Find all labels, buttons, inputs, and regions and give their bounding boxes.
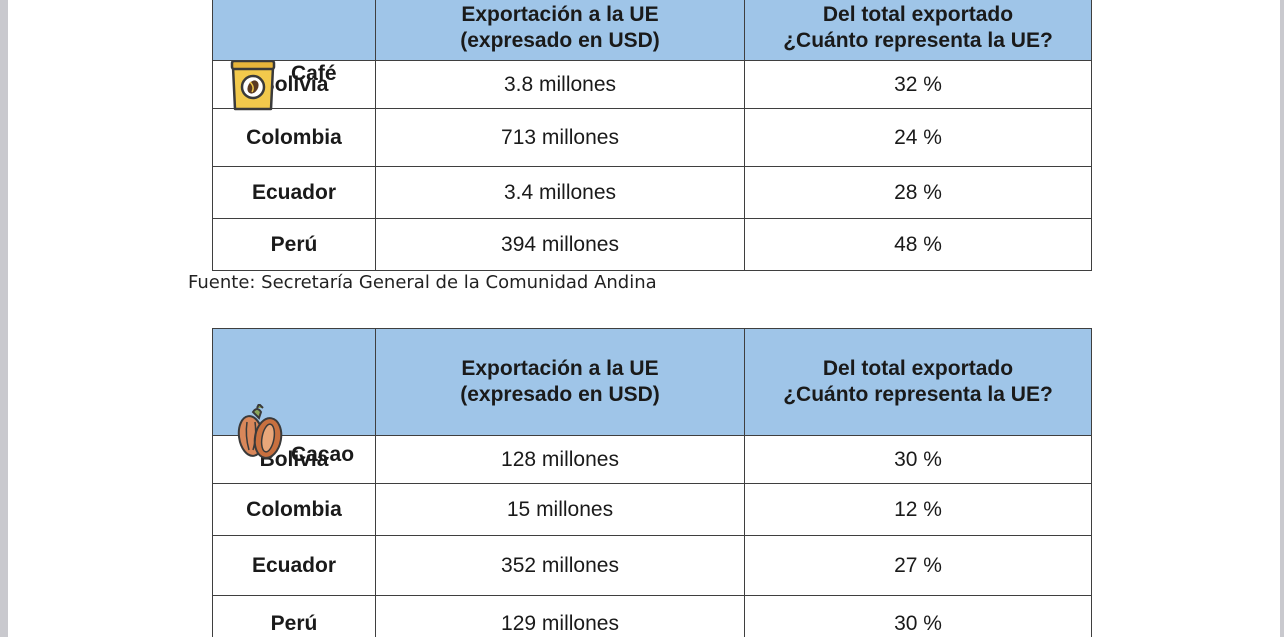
cacao-export-table: Cacao Exportación a la UE (expresado en … xyxy=(212,328,1092,637)
table-row: Bolivia 128 millones 30 % xyxy=(212,435,1092,484)
export-cell: 129 millones xyxy=(375,595,745,637)
table-header-row: Café Exportación a la UE (expresado en U… xyxy=(212,0,1092,110)
table-row: Perú 129 millones 30 % xyxy=(212,595,1092,637)
export-cell: 128 millones xyxy=(375,435,745,484)
share-header-cell: Del total exportado ¿Cuánto representa l… xyxy=(744,0,1092,61)
product-label: Café xyxy=(291,61,337,85)
product-label: Cacao xyxy=(291,443,355,466)
coffee-bag-icon xyxy=(229,59,277,120)
export-header-line2: (expresado en USD) xyxy=(460,383,660,406)
share-cell: 32 % xyxy=(744,60,1092,109)
product-header-cell: Café xyxy=(212,0,376,110)
share-header-line2: ¿Cuánto representa la UE? xyxy=(783,383,1053,406)
table-row: Ecuador 3.4 millones 28 % xyxy=(212,166,1092,219)
table-row: Perú 394 millones 48 % xyxy=(212,218,1092,271)
export-header-cell: Exportación a la UE (expresado en USD) xyxy=(375,328,745,436)
source-caption: Fuente: Secretaría General de la Comunid… xyxy=(188,272,657,293)
country-cell: Ecuador xyxy=(212,166,376,219)
share-cell: 30 % xyxy=(744,435,1092,484)
export-header-line1: Exportación a la UE xyxy=(461,2,659,26)
table-header-row: Cacao Exportación a la UE (expresado en … xyxy=(212,328,1092,466)
export-cell: 3.8 millones xyxy=(375,60,745,109)
viewer-right-edge xyxy=(1280,0,1284,637)
product-header-cell: Cacao xyxy=(212,328,376,466)
export-header-line1: Exportación a la UE xyxy=(461,357,659,380)
share-header-line1: Del total exportado xyxy=(822,357,1014,380)
export-cell: 3.4 millones xyxy=(375,166,745,219)
cacao-pod-icon xyxy=(235,402,285,467)
share-cell: 27 % xyxy=(744,535,1092,596)
share-cell: 28 % xyxy=(744,166,1092,219)
export-header-line2: (expresado en USD) xyxy=(460,28,660,52)
share-header-line2: ¿Cuánto representa la UE? xyxy=(783,28,1053,52)
country-cell: Perú xyxy=(212,595,376,637)
share-cell: 48 % xyxy=(744,218,1092,271)
export-cell: 394 millones xyxy=(375,218,745,271)
export-cell: 15 millones xyxy=(375,483,745,536)
country-cell: Perú xyxy=(212,218,376,271)
export-cell: 352 millones xyxy=(375,535,745,596)
export-cell: 713 millones xyxy=(375,108,745,167)
share-cell: 30 % xyxy=(744,595,1092,637)
table-row: Bolivia 3.8 millones 32 % xyxy=(212,60,1092,109)
table-row: Colombia 713 millones 24 % xyxy=(212,108,1092,167)
share-cell: 24 % xyxy=(744,108,1092,167)
share-header-cell: Del total exportado ¿Cuánto representa l… xyxy=(744,328,1092,436)
country-cell: Ecuador xyxy=(212,535,376,596)
cafe-export-table: Café Exportación a la UE (expresado en U… xyxy=(212,0,1092,271)
viewer-left-edge xyxy=(0,0,8,637)
share-header-line1: Del total exportado xyxy=(822,2,1014,26)
share-cell: 12 % xyxy=(744,483,1092,536)
table-row: Colombia 15 millones 12 % xyxy=(212,483,1092,536)
country-cell: Colombia xyxy=(212,483,376,536)
table-row: Ecuador 352 millones 27 % xyxy=(212,535,1092,596)
export-header-cell: Exportación a la UE (expresado en USD) xyxy=(375,0,745,61)
